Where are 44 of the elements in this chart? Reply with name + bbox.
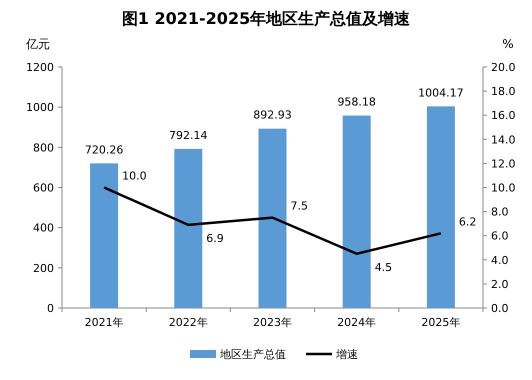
x-tick-label: 2022年 <box>168 316 208 329</box>
data-label: 7.5 <box>290 200 308 213</box>
y2-tick-label: 4.0 <box>491 254 508 267</box>
y2-tick-label: 8.0 <box>491 206 508 219</box>
x-tick-label: 2024年 <box>337 316 376 329</box>
x-tick-label: 2025年 <box>421 316 460 329</box>
bar <box>426 106 455 308</box>
legend-label: 地区生产总值 <box>219 348 286 361</box>
chart-title: 图1 2021-2025年地区生产总值及增速 <box>122 9 412 28</box>
y-tick-label: 1200 <box>26 61 54 74</box>
legend-label: 增速 <box>335 348 358 361</box>
y2-tick-label: 18.0 <box>491 85 516 98</box>
x-tick-label: 2023年 <box>253 316 292 329</box>
y-tick-label: 1000 <box>26 101 54 114</box>
data-label: 6.2 <box>458 215 476 228</box>
y2-tick-label: 20.0 <box>491 61 516 74</box>
data-label: 892.93 <box>253 108 292 122</box>
y2-axis-title: % <box>502 37 514 51</box>
y-tick-label: 800 <box>33 141 54 154</box>
line-series <box>102 186 442 256</box>
x-tick-label: 2021年 <box>84 316 124 329</box>
data-label: 720.26 <box>84 143 124 156</box>
data-label: 4.5 <box>374 260 392 274</box>
data-label: 10.0 <box>122 170 147 182</box>
bar <box>258 128 286 308</box>
y2-tick-label: 6.0 <box>491 230 508 243</box>
bar <box>174 148 202 308</box>
data-label: 6.9 <box>206 232 224 245</box>
y2-tick-label: 10.0 <box>491 182 516 194</box>
data-label: 1004.17 <box>418 86 464 100</box>
y2-tick-label: 12.0 <box>491 157 516 170</box>
y-tick-label: 0 <box>47 302 54 315</box>
y-tick-label: 600 <box>33 182 54 194</box>
y2-tick-label: 16.0 <box>491 109 516 122</box>
data-label: 792.14 <box>169 128 208 142</box>
y-tick-label: 200 <box>33 262 54 275</box>
y2-tick-label: 14.0 <box>491 133 516 146</box>
y-axis-title: 亿元 <box>25 37 50 51</box>
bar <box>90 163 118 308</box>
bar <box>342 116 371 308</box>
data-label: 958.18 <box>337 96 376 109</box>
y2-tick-label: 2.0 <box>491 278 508 291</box>
y2-tick-label: 0.0 <box>491 302 508 315</box>
y-tick-label: 400 <box>33 222 54 235</box>
